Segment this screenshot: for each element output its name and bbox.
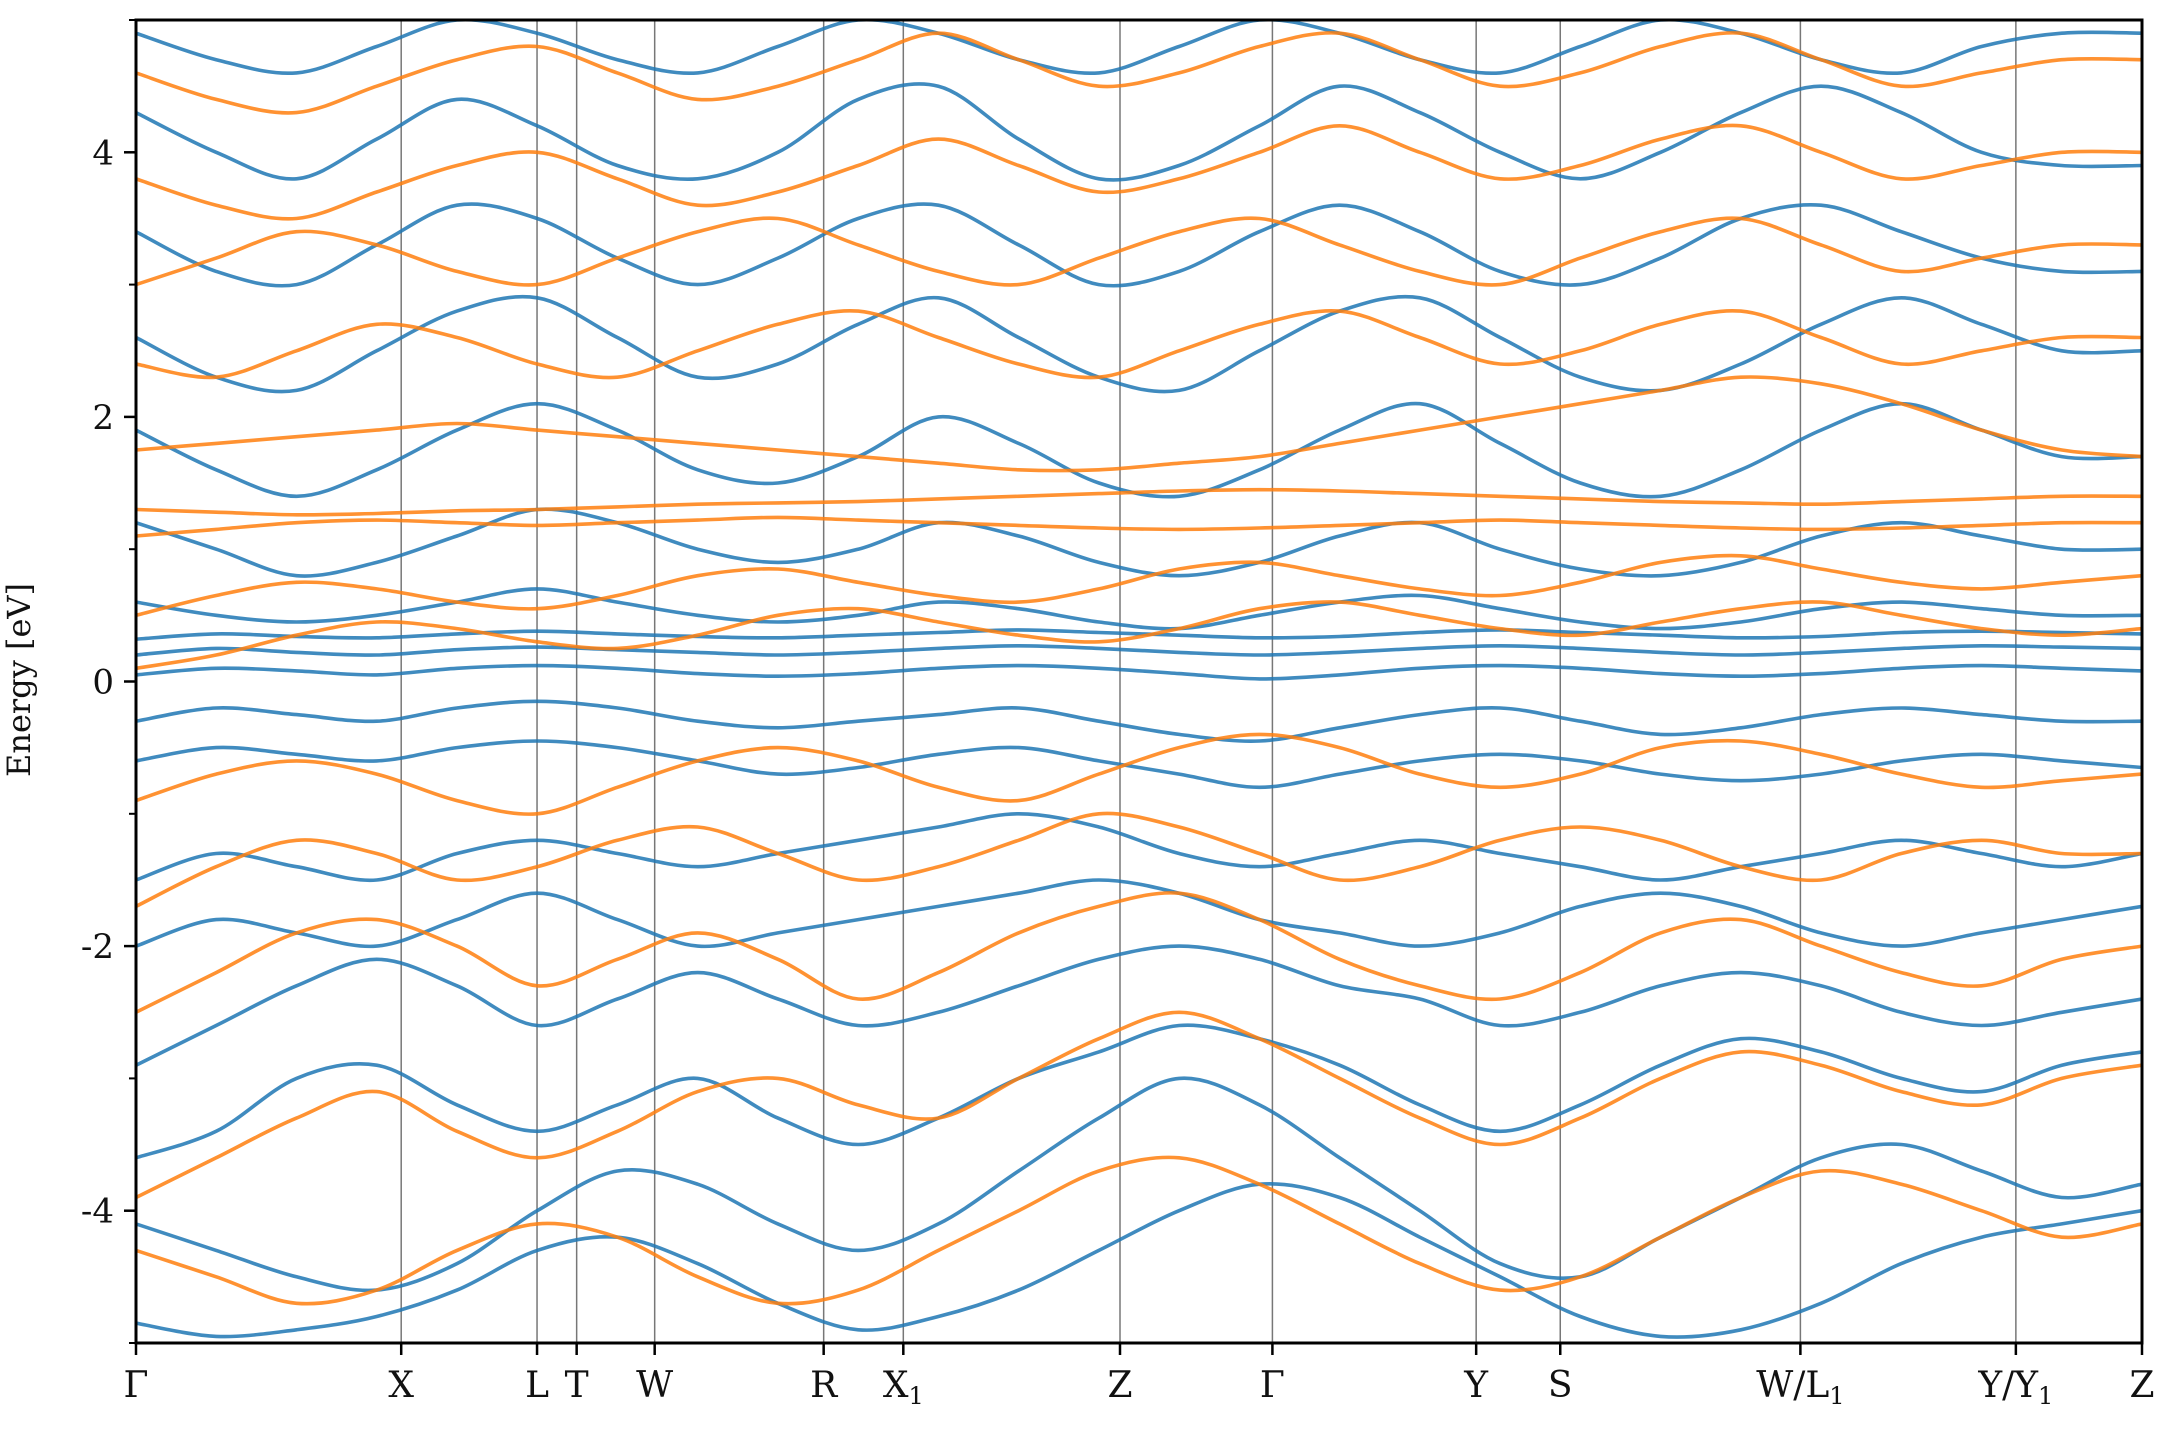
kpath-lines	[400, 20, 2017, 1343]
plot-frame	[134, 18, 2144, 1345]
band-line-series-1	[136, 812, 2142, 883]
kpath-label: X1	[883, 1365, 924, 1410]
band-line-series-1	[136, 739, 2142, 790]
band-line-series-1	[136, 1182, 2142, 1339]
band-line-series-1	[136, 401, 2142, 499]
kpath-label: Z	[1107, 1365, 1132, 1406]
band-line-series-2	[136, 123, 2142, 221]
band-line-series-1	[136, 628, 2142, 641]
band-line-series-2	[136, 1010, 2142, 1200]
kpath-label: W	[636, 1365, 673, 1406]
kpath-label: Γ	[124, 1365, 149, 1406]
band-line-series-2	[136, 891, 2142, 1014]
band-line-series-1	[136, 878, 2142, 949]
band-line-series-1	[136, 82, 2142, 182]
band-line-series-2	[136, 515, 2142, 538]
band-line-series-2	[136, 375, 2142, 473]
y-tick-label: 2	[92, 398, 114, 438]
band-line-series-1	[136, 1076, 2142, 1293]
kpath-label: S	[1548, 1365, 1573, 1406]
band-line-series-1	[136, 1023, 2142, 1160]
band-line-series-2	[136, 1155, 2142, 1306]
y-tick-label: -2	[81, 927, 114, 967]
band-line-series-2	[136, 732, 2142, 816]
kpath-label: R	[810, 1365, 838, 1406]
y-tick-label: -4	[81, 1192, 114, 1232]
kpath-label: Y/Y1	[1977, 1365, 2053, 1410]
band-line-series-2	[136, 811, 2142, 909]
kpath-label: Z	[2129, 1365, 2154, 1406]
kpath-label: T	[565, 1365, 589, 1406]
band-line-series-2	[136, 308, 2142, 380]
band-line-series-1	[136, 699, 2142, 743]
y-tick-label: 4	[92, 133, 114, 173]
band-line-series-1	[136, 202, 2142, 288]
x-axis-ticks: Γ X L T W R X1 Z Γ Y S W/L1 Y/Y1 Z	[124, 1343, 2155, 1410]
kpath-label: X	[388, 1365, 414, 1406]
kpath-label: Y	[1463, 1365, 1489, 1406]
band-line-series-2	[136, 487, 2142, 517]
y-axis-title: Energy [eV]	[0, 583, 38, 777]
band-line-series-2	[136, 600, 2142, 671]
band-line-series-1	[136, 587, 2142, 631]
kpath-label: L	[525, 1365, 549, 1406]
band-line-series-2	[136, 31, 2142, 115]
band-line-series-2	[136, 553, 2142, 618]
band-line-series-1	[136, 663, 2142, 681]
y-tick-label: 0	[92, 663, 114, 703]
kpath-label: Γ	[1260, 1365, 1285, 1406]
bands-layer	[136, 20, 2142, 1339]
y-axis-ticks: -4 -2 0 2 4	[81, 19, 136, 1344]
band-line-series-1	[136, 507, 2142, 578]
band-line-series-2	[136, 216, 2142, 287]
band-line-series-1	[136, 944, 2142, 1067]
band-line-series-1	[136, 643, 2142, 657]
kpath-label: W/L1	[1756, 1365, 1844, 1410]
